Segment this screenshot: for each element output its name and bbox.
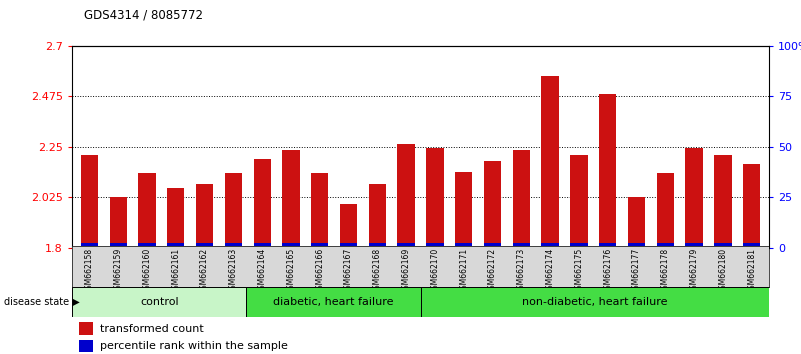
Text: GSM662159: GSM662159 <box>114 248 123 294</box>
Bar <box>570 155 588 248</box>
Text: GSM662167: GSM662167 <box>344 248 353 294</box>
Text: GSM662177: GSM662177 <box>632 248 641 294</box>
Bar <box>340 243 357 248</box>
Bar <box>541 243 559 248</box>
Bar <box>455 172 473 248</box>
Bar <box>484 161 501 248</box>
Bar <box>628 243 645 248</box>
Text: GSM662175: GSM662175 <box>574 248 583 294</box>
Bar <box>657 243 674 248</box>
Bar <box>247 287 421 317</box>
Text: non-diabetic, heart failure: non-diabetic, heart failure <box>522 297 667 307</box>
Text: GSM662162: GSM662162 <box>200 248 209 294</box>
Bar <box>570 243 588 248</box>
Bar <box>426 148 444 248</box>
Bar <box>253 243 271 248</box>
Bar <box>657 173 674 248</box>
Text: GSM662174: GSM662174 <box>545 248 554 294</box>
Text: GSM662171: GSM662171 <box>459 248 469 294</box>
Bar <box>81 243 98 248</box>
Bar <box>139 243 155 248</box>
Bar <box>686 243 702 248</box>
Bar <box>421 287 769 317</box>
Bar <box>139 173 155 248</box>
Bar <box>743 164 760 248</box>
Bar <box>426 243 444 248</box>
Bar <box>368 184 386 248</box>
Bar <box>196 184 213 248</box>
Text: GSM662179: GSM662179 <box>690 248 698 294</box>
Text: GSM662158: GSM662158 <box>85 248 94 294</box>
Text: GDS4314 / 8085772: GDS4314 / 8085772 <box>84 9 203 22</box>
Text: GSM662163: GSM662163 <box>229 248 238 294</box>
Bar <box>397 144 415 248</box>
Text: GSM662165: GSM662165 <box>287 248 296 294</box>
Bar <box>686 148 702 248</box>
Text: GSM662172: GSM662172 <box>488 248 497 294</box>
Text: GSM662170: GSM662170 <box>430 248 440 294</box>
Text: GSM662160: GSM662160 <box>143 248 151 294</box>
Text: diabetic, heart failure: diabetic, heart failure <box>273 297 393 307</box>
Bar <box>714 155 731 248</box>
Bar <box>81 155 98 248</box>
Bar <box>225 173 242 248</box>
Bar <box>167 188 184 248</box>
Bar <box>513 150 530 248</box>
Bar <box>79 340 93 352</box>
Text: GSM662178: GSM662178 <box>661 248 670 294</box>
Text: GSM662180: GSM662180 <box>718 248 727 294</box>
Bar <box>311 243 328 248</box>
Bar <box>282 243 300 248</box>
Text: GSM662176: GSM662176 <box>603 248 612 294</box>
Bar <box>110 243 127 248</box>
Bar <box>253 159 271 248</box>
Text: percentile rank within the sample: percentile rank within the sample <box>100 341 288 351</box>
Text: GSM662166: GSM662166 <box>316 248 324 294</box>
Text: GSM662164: GSM662164 <box>258 248 267 294</box>
Text: GSM662161: GSM662161 <box>171 248 180 294</box>
Text: GSM662168: GSM662168 <box>372 248 382 294</box>
Text: control: control <box>140 297 179 307</box>
Bar <box>72 287 247 317</box>
Bar <box>225 243 242 248</box>
Bar <box>599 94 616 248</box>
Text: GSM662181: GSM662181 <box>747 248 756 294</box>
Bar <box>628 198 645 248</box>
Bar <box>196 243 213 248</box>
Bar <box>599 243 616 248</box>
Bar <box>714 243 731 248</box>
Bar <box>167 243 184 248</box>
Bar <box>455 243 473 248</box>
Bar <box>484 243 501 248</box>
Bar <box>110 198 127 248</box>
Text: GSM662173: GSM662173 <box>517 248 525 294</box>
Bar <box>513 243 530 248</box>
Text: transformed count: transformed count <box>100 324 203 333</box>
Bar <box>541 76 559 248</box>
Bar <box>79 322 93 335</box>
Bar <box>282 150 300 248</box>
Text: GSM662169: GSM662169 <box>401 248 411 294</box>
Bar <box>368 243 386 248</box>
Bar <box>311 173 328 248</box>
Bar <box>743 243 760 248</box>
Bar <box>340 204 357 248</box>
Bar <box>397 243 415 248</box>
Text: disease state ▶: disease state ▶ <box>4 297 80 307</box>
